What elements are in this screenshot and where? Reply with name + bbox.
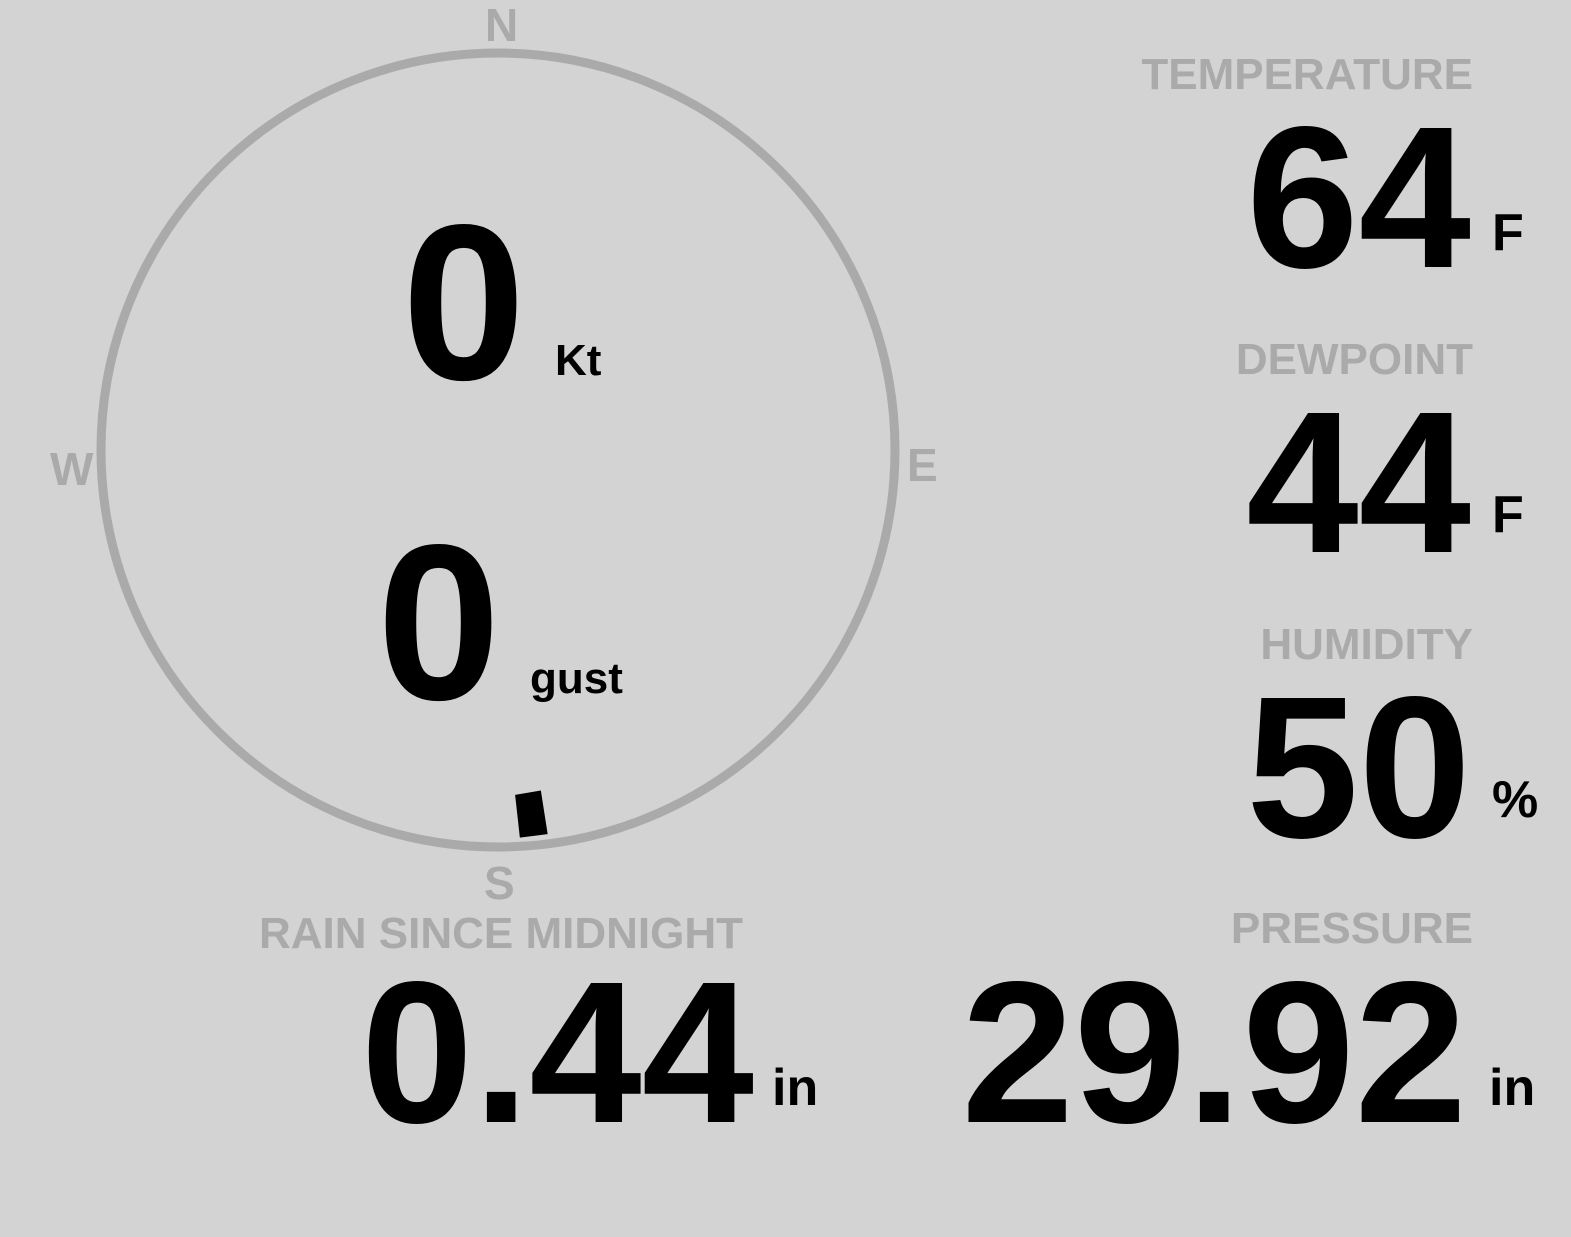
humidity-value: 50	[1246, 654, 1471, 880]
compass-east: E	[907, 439, 938, 491]
compass-south: S	[484, 857, 515, 909]
wind-speed-value: 0	[402, 179, 526, 427]
humidity-unit: %	[1492, 771, 1539, 829]
temperature-unit: F	[1492, 204, 1524, 262]
compass-north: N	[485, 0, 519, 51]
rain-value: 0.44	[360, 939, 754, 1165]
pressure-unit: in	[1489, 1059, 1536, 1117]
temperature-label: TEMPERATURE	[1141, 50, 1473, 99]
dewpoint-unit: F	[1492, 486, 1524, 544]
humidity-label: HUMIDITY	[1260, 620, 1473, 669]
wind-direction-indicator	[515, 790, 548, 838]
pressure-label: PRESSURE	[1230, 904, 1473, 953]
wind-gust-unit: gust	[530, 654, 623, 703]
dewpoint-label: DEWPOINT	[1235, 335, 1473, 384]
pressure-value: 29.92	[961, 939, 1468, 1165]
rain-label: RAIN SINCE MIDNIGHT	[259, 909, 743, 958]
wind-speed-unit: Kt	[555, 336, 602, 385]
temperature-value: 64	[1246, 84, 1471, 310]
compass-ring	[96, 48, 900, 852]
wind-gust-value: 0	[377, 499, 501, 747]
dewpoint-value: 44	[1246, 369, 1471, 595]
rain-unit: in	[772, 1059, 819, 1117]
compass-west: W	[50, 443, 94, 495]
